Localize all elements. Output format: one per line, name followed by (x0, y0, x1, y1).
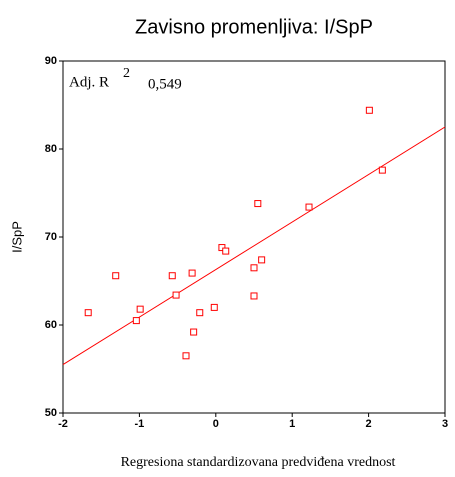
point (222, 247, 230, 255)
y-tick-label: 80 (45, 143, 57, 155)
x-tick-label: -1 (135, 418, 145, 430)
point (365, 106, 373, 114)
point (172, 291, 180, 299)
point (218, 244, 226, 252)
point (210, 303, 218, 311)
point (136, 305, 144, 313)
y-tick-label: 90 (45, 55, 57, 67)
x-axis-label: Regresiona standardizovana predviđena vr… (121, 455, 396, 470)
point (190, 328, 198, 336)
point (250, 292, 258, 300)
annotation-superscript: 2 (123, 66, 130, 81)
point (112, 272, 120, 280)
annotation-value: 0,549 (148, 76, 182, 92)
x-tick-label: 0 (213, 418, 219, 430)
y-tick-label: 60 (45, 319, 57, 331)
x-tick-label: -2 (58, 418, 68, 430)
point (258, 256, 266, 264)
chart-title: Zavisno promenljiva: I/SpP (135, 16, 373, 38)
plot-frame (62, 60, 446, 414)
point (305, 203, 313, 211)
annotation-label: Adj. R (69, 74, 109, 90)
x-tick-label: 3 (442, 418, 448, 430)
point (254, 200, 262, 208)
point (132, 317, 140, 325)
point (182, 352, 190, 360)
y-tick-label: 70 (45, 231, 57, 243)
point (188, 269, 196, 277)
point (168, 272, 176, 280)
point (250, 264, 258, 272)
x-tick-label: 1 (289, 418, 295, 430)
point (84, 309, 92, 317)
point (378, 166, 386, 174)
point (196, 309, 204, 317)
fit-line (62, 126, 446, 366)
x-tick-label: 2 (366, 418, 372, 430)
y-axis-label: I/SpP (9, 221, 24, 253)
y-tick-label: 50 (45, 407, 57, 419)
